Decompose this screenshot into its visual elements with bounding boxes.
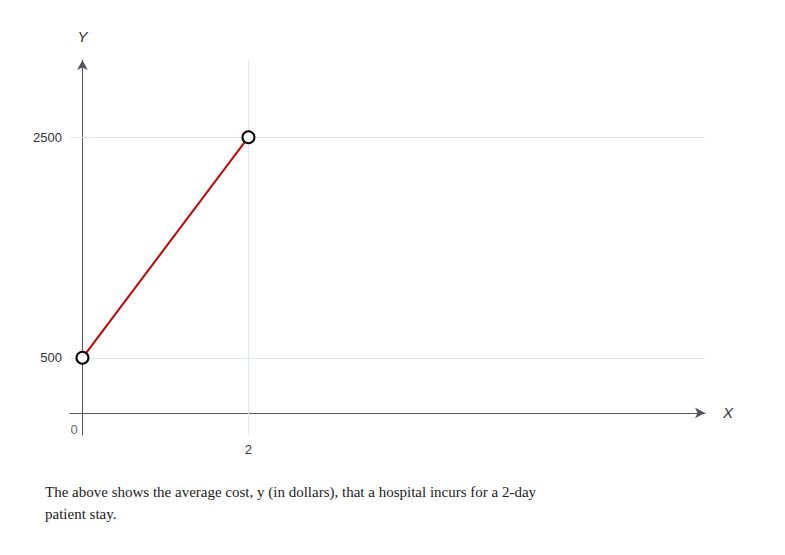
svg-text:2500: 2500 [33,130,62,145]
svg-text:Y: Y [77,28,88,45]
svg-text:500: 500 [40,350,62,365]
svg-text:0: 0 [70,422,77,437]
svg-text:patient stay.: patient stay. [45,506,117,522]
svg-text:2: 2 [245,442,252,457]
svg-text:X: X [722,404,734,421]
svg-text:The above shows the average co: The above shows the average cost, y (in … [45,484,537,501]
